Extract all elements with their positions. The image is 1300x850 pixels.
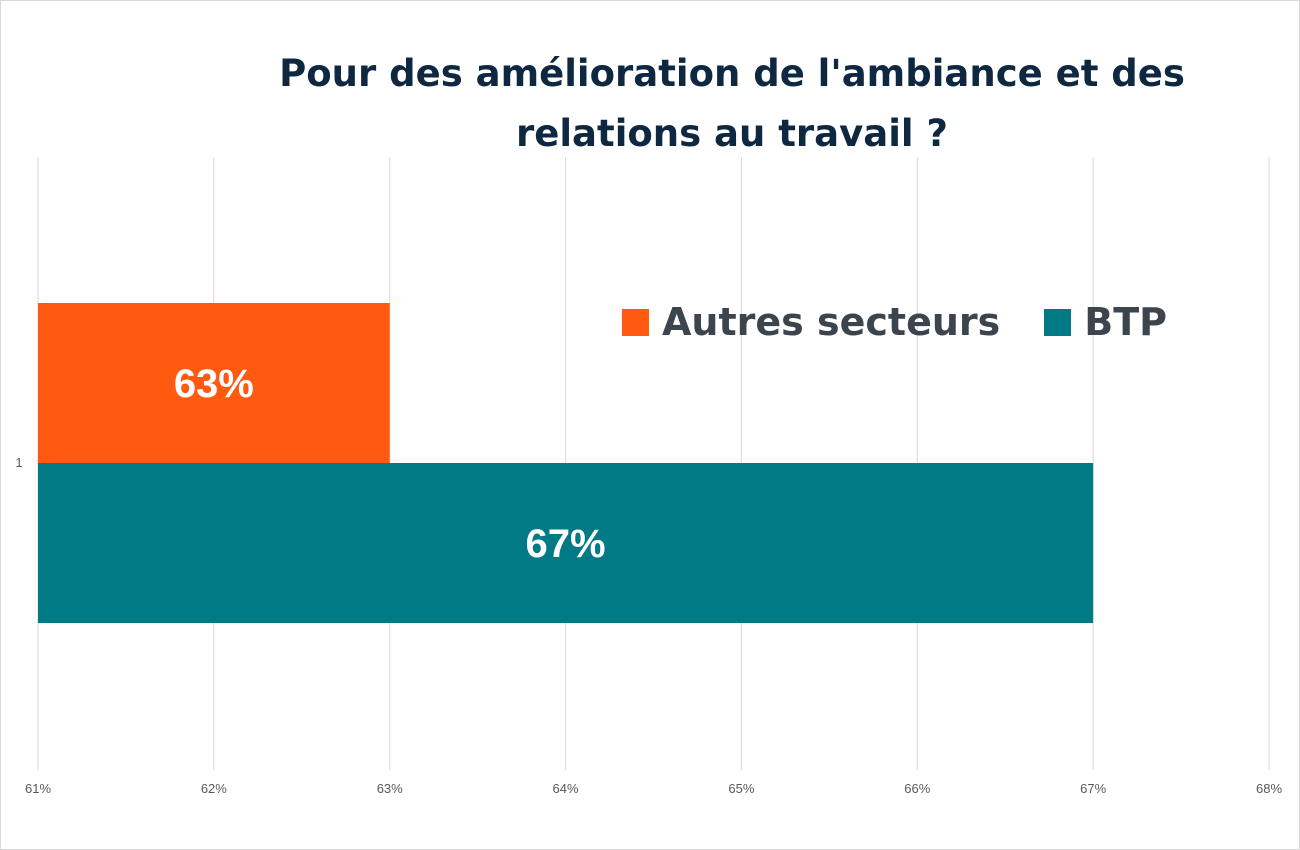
y-tick-label: 1 <box>15 455 22 470</box>
legend-swatch-btp <box>1044 308 1072 336</box>
x-tick-label: 68% <box>1256 781 1282 796</box>
bars: 63% 67% <box>38 303 1094 623</box>
bar-autres-secteurs <box>38 303 390 463</box>
legend-item-autres-secteurs: Autres secteurs <box>622 300 1000 344</box>
y-axis-ticks: 1 <box>15 455 22 470</box>
x-tick-label: 64% <box>553 781 579 796</box>
chart-title-line-2: relations au travail ? <box>516 112 948 155</box>
chart-title: Pour des amélioration de l'ambiance et d… <box>232 44 1232 164</box>
bar-btp <box>38 463 1094 623</box>
bar-data-label: 67% <box>526 522 606 566</box>
x-tick-label: 65% <box>728 781 754 796</box>
legend-item-btp: BTP <box>1044 300 1167 344</box>
legend: Autres secteurs BTP <box>622 300 1167 344</box>
x-tick-label: 61% <box>25 781 51 796</box>
legend-label-btp: BTP <box>1084 300 1168 344</box>
x-tick-label: 66% <box>904 781 930 796</box>
legend-label-autres-secteurs: Autres secteurs <box>662 300 1001 344</box>
x-tick-label: 67% <box>1080 781 1106 796</box>
chart-title-line-1: Pour des amélioration de l'ambiance et d… <box>279 52 1185 95</box>
bar-data-label: 63% <box>174 362 254 406</box>
x-tick-label: 62% <box>201 781 227 796</box>
legend-swatch-autres-secteurs <box>622 308 649 336</box>
x-axis-ticks: 61% 62% 63% 64% 65% 66% 67% 68% <box>25 781 1282 796</box>
x-tick-label: 63% <box>377 781 403 796</box>
